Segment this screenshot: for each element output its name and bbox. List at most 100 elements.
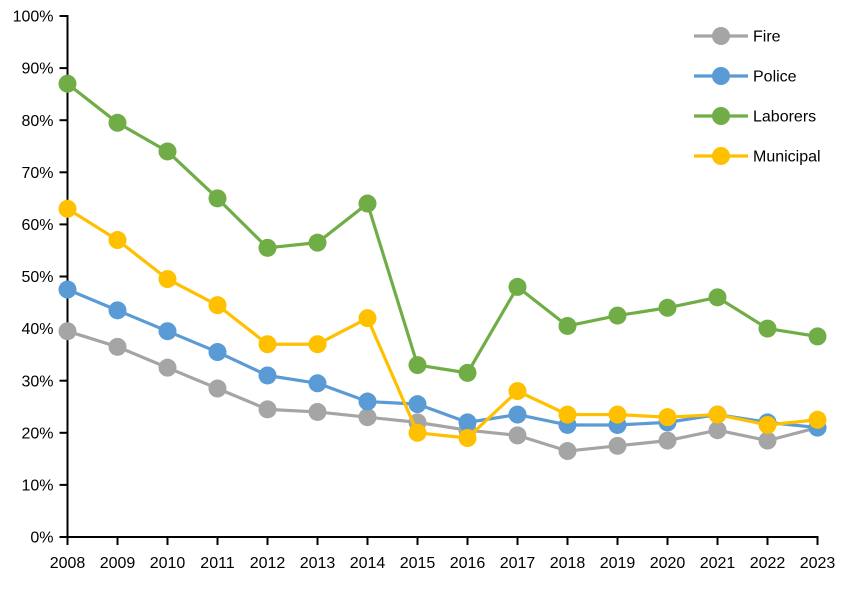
- data-point-laborers-2014: [358, 194, 377, 213]
- data-point-municipal-2019: [608, 405, 627, 424]
- data-point-laborers-2011: [208, 189, 227, 208]
- legend-label-municipal: Municipal: [753, 149, 821, 166]
- data-point-municipal-2015: [408, 423, 427, 442]
- x-axis-label: 2009: [100, 555, 136, 572]
- series-line-police: [66, 288, 818, 430]
- data-point-fire-2012: [258, 400, 277, 419]
- x-axis-label: 2008: [50, 555, 86, 572]
- legend-item-laborers: Laborers: [694, 107, 816, 126]
- x-axis-label: 2018: [550, 555, 586, 572]
- legend-marker-laborers: [712, 107, 730, 125]
- data-point-laborers-2023: [808, 327, 827, 346]
- y-axis-label: 70%: [21, 165, 53, 182]
- data-point-fire-2019: [608, 436, 627, 455]
- data-point-municipal-2008: [58, 199, 77, 218]
- data-point-laborers-2018: [558, 316, 577, 335]
- data-point-municipal-2011: [208, 296, 227, 315]
- legend-marker-municipal: [712, 147, 730, 165]
- data-point-laborers-2017: [508, 277, 527, 296]
- data-point-municipal-2012: [258, 335, 277, 354]
- data-point-fire-2018: [558, 442, 577, 461]
- data-point-laborers-2015: [408, 356, 427, 375]
- y-axis-label: 60%: [21, 217, 53, 234]
- data-point-laborers-2021: [708, 288, 727, 307]
- x-axis-label: 2023: [800, 555, 836, 572]
- data-point-police-2013: [308, 374, 327, 393]
- data-point-municipal-2017: [508, 382, 527, 401]
- x-axis-label: 2016: [450, 555, 486, 572]
- data-point-police-2008: [58, 280, 77, 299]
- series-line-laborers: [66, 82, 818, 375]
- data-point-laborers-2020: [658, 298, 677, 317]
- x-axis-label: 2012: [250, 555, 286, 572]
- x-axis-label: 2022: [750, 555, 786, 572]
- data-point-municipal-2009: [108, 231, 127, 250]
- data-point-police-2015: [408, 395, 427, 414]
- data-point-fire-2020: [658, 431, 677, 450]
- legend-marker-fire: [712, 27, 730, 45]
- data-point-municipal-2016: [458, 429, 477, 448]
- data-point-municipal-2021: [708, 405, 727, 424]
- data-point-municipal-2018: [558, 405, 577, 424]
- data-point-fire-2009: [108, 337, 127, 356]
- y-axis-label: 50%: [21, 269, 53, 286]
- legend-label-fire: Fire: [753, 29, 781, 46]
- data-point-laborers-2008: [58, 74, 77, 93]
- x-axis-label: 2013: [300, 555, 336, 572]
- x-axis-label: 2017: [500, 555, 536, 572]
- y-axis-label: 10%: [21, 478, 53, 495]
- data-point-municipal-2020: [658, 408, 677, 427]
- x-axis-label: 2011: [200, 555, 235, 572]
- data-point-fire-2017: [508, 426, 527, 445]
- data-point-laborers-2022: [758, 319, 777, 338]
- legend-label-laborers: Laborers: [753, 109, 816, 126]
- series-line-municipal: [66, 207, 818, 440]
- x-axis-label: 2020: [650, 555, 686, 572]
- data-point-police-2009: [108, 301, 127, 320]
- data-point-police-2017: [508, 405, 527, 424]
- data-point-laborers-2012: [258, 238, 277, 257]
- data-point-police-2012: [258, 366, 277, 385]
- data-point-laborers-2019: [608, 306, 627, 325]
- data-point-fire-2014: [358, 408, 377, 427]
- x-axis-label: 2015: [400, 555, 436, 572]
- series-line-fire: [67, 329, 818, 453]
- data-point-fire-2013: [308, 402, 327, 421]
- x-axis-label: 2021: [700, 555, 736, 572]
- y-axis-label: 20%: [21, 425, 53, 442]
- data-point-municipal-2023: [808, 410, 827, 429]
- x-axis-label: 2010: [150, 555, 186, 572]
- data-point-municipal-2022: [758, 415, 777, 434]
- legend-marker-police: [712, 67, 730, 85]
- y-axis-label: 0%: [30, 530, 53, 547]
- x-axis-label: 2019: [600, 555, 636, 572]
- legend-item-police: Police: [694, 67, 797, 86]
- legend-item-municipal: Municipal: [694, 147, 821, 166]
- data-point-police-2010: [158, 322, 177, 341]
- y-axis-label: 30%: [21, 373, 53, 390]
- data-point-municipal-2013: [308, 335, 327, 354]
- data-point-laborers-2013: [308, 233, 327, 252]
- data-point-laborers-2010: [158, 142, 177, 161]
- data-point-fire-2010: [158, 358, 177, 377]
- y-axis-label: 80%: [21, 113, 53, 130]
- data-point-fire-2008: [58, 322, 77, 341]
- data-point-fire-2011: [208, 379, 227, 398]
- x-axis-label: 2014: [350, 555, 386, 572]
- data-point-fire-2022: [758, 431, 777, 450]
- data-point-municipal-2010: [158, 270, 177, 289]
- data-point-fire-2021: [708, 421, 727, 440]
- y-axis-label: 90%: [21, 61, 53, 78]
- data-point-police-2014: [358, 392, 377, 411]
- data-point-laborers-2016: [458, 363, 477, 382]
- y-axis-label: 100%: [13, 9, 54, 26]
- y-axis-label: 40%: [21, 321, 53, 338]
- data-point-police-2011: [208, 343, 227, 362]
- data-point-laborers-2009: [108, 113, 127, 132]
- data-point-police-2016: [458, 413, 477, 432]
- data-point-municipal-2014: [358, 309, 377, 328]
- legend-item-fire: Fire: [694, 27, 781, 46]
- legend-label-police: Police: [753, 69, 797, 86]
